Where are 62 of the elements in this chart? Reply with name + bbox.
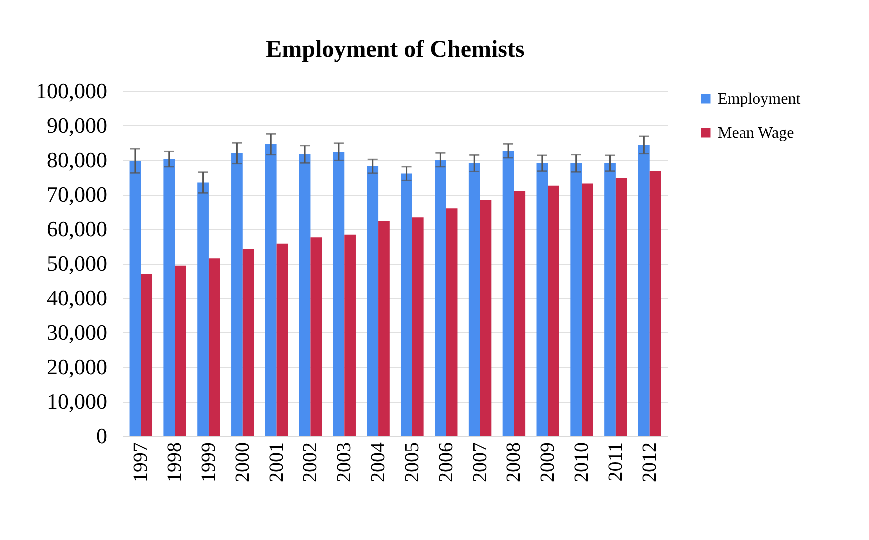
y-tick-label: 10,000 bbox=[47, 389, 108, 414]
bar bbox=[502, 151, 514, 436]
x-tick-label: 2008 bbox=[503, 442, 526, 482]
bar bbox=[514, 191, 526, 436]
bar bbox=[616, 178, 628, 436]
legend-label: Mean Wage bbox=[718, 125, 794, 142]
x-tick-label: 1999 bbox=[198, 442, 220, 482]
x-tick-label: 2005 bbox=[401, 442, 424, 482]
bar bbox=[141, 274, 153, 436]
x-tick-label: 2011 bbox=[604, 442, 627, 482]
bar bbox=[401, 174, 412, 436]
bar bbox=[548, 186, 560, 436]
y-tick-label: 90,000 bbox=[47, 113, 108, 138]
bar bbox=[333, 152, 345, 436]
bar bbox=[468, 163, 480, 436]
x-tick-label: 2006 bbox=[435, 442, 458, 482]
bar bbox=[130, 161, 142, 436]
bar bbox=[198, 182, 209, 436]
legend-label: Employment bbox=[718, 91, 802, 108]
bar bbox=[570, 163, 582, 436]
y-tick-label: 40,000 bbox=[47, 286, 108, 310]
x-tick-label: 2009 bbox=[537, 442, 560, 482]
x-tick-label: 2001 bbox=[266, 442, 288, 482]
x-tick-label: 2000 bbox=[232, 442, 254, 482]
x-tick-label: 1998 bbox=[164, 442, 186, 482]
bar bbox=[344, 234, 356, 436]
bar bbox=[276, 244, 288, 436]
bar bbox=[378, 221, 390, 436]
bar bbox=[435, 160, 446, 436]
bar bbox=[604, 163, 616, 436]
x-tick-label: 2010 bbox=[571, 442, 594, 482]
x-tick-label: 2002 bbox=[300, 442, 322, 482]
bar bbox=[480, 200, 492, 436]
bar bbox=[232, 153, 243, 436]
y-tick-label: 0 bbox=[96, 424, 108, 448]
y-tick-label: 80,000 bbox=[47, 148, 108, 172]
x-tick-label: 2007 bbox=[469, 442, 492, 482]
bar bbox=[175, 266, 186, 436]
bar bbox=[299, 154, 311, 436]
bar bbox=[242, 249, 254, 436]
bar bbox=[650, 171, 662, 436]
x-tick-label: 2012 bbox=[638, 442, 661, 482]
y-tick-label: 60,000 bbox=[47, 216, 108, 242]
bar bbox=[265, 144, 277, 436]
bar bbox=[446, 208, 458, 436]
bar bbox=[367, 166, 379, 436]
x-tick-label: 1997 bbox=[130, 442, 152, 482]
bar bbox=[582, 184, 594, 436]
x-tick-label: 2004 bbox=[368, 442, 390, 482]
bar bbox=[536, 163, 548, 436]
y-tick-label: 50,000 bbox=[47, 251, 108, 276]
y-tick-label: 100,000 bbox=[36, 78, 108, 104]
bar bbox=[310, 238, 322, 436]
bar bbox=[208, 258, 220, 436]
chart-title: Employment of Chemists bbox=[266, 37, 525, 63]
y-tick-label: 70,000 bbox=[47, 182, 108, 207]
bar bbox=[638, 145, 650, 436]
bar bbox=[164, 159, 176, 436]
x-tick-label: 2003 bbox=[334, 442, 356, 482]
bar bbox=[412, 218, 424, 436]
y-tick-label: 30,000 bbox=[47, 320, 108, 345]
y-tick-label: 20,000 bbox=[47, 354, 108, 380]
